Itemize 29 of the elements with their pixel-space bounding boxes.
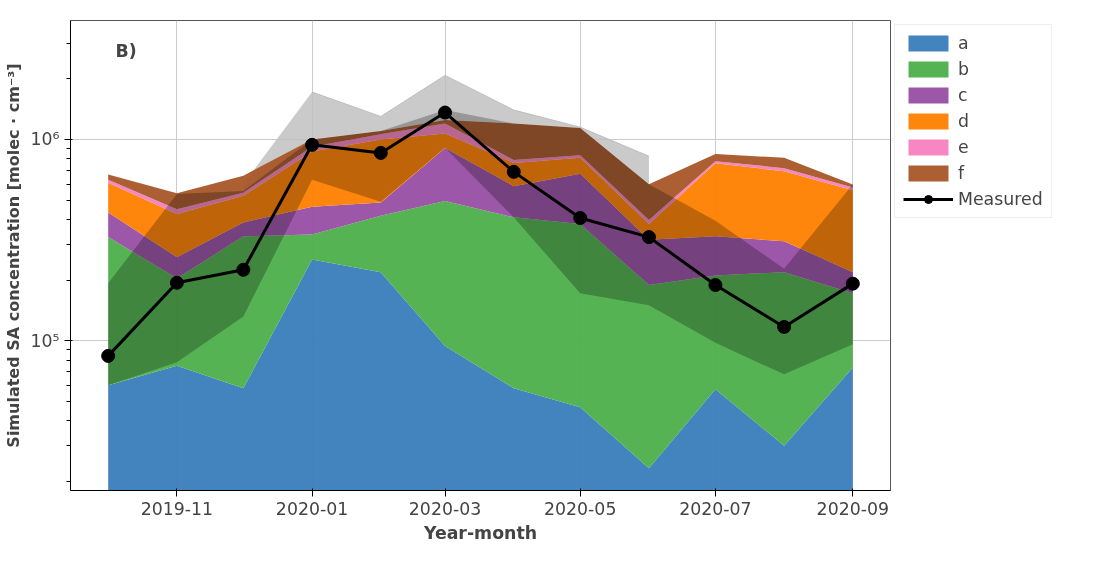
y-tick-label: 10⁶: [30, 129, 60, 150]
legend-label: b: [958, 59, 970, 79]
annotation: B): [115, 40, 137, 61]
x-tick-label: 2020-03: [408, 498, 482, 519]
point: [573, 211, 588, 225]
point: [169, 275, 184, 290]
x-tick-label: 2020-09: [816, 498, 890, 519]
point: [845, 276, 860, 291]
legend-label: c: [958, 85, 969, 105]
legend-label: f: [958, 163, 966, 183]
y-axis-title: Simulated SA concentration [molec · cm⁻³]: [3, 63, 23, 448]
point: [373, 145, 388, 160]
point: [708, 278, 723, 293]
x-tick-label: 2020-07: [679, 498, 752, 519]
y-tick-label: 10⁵: [30, 330, 60, 351]
legend-label: e: [958, 137, 970, 157]
x-tick-label: 2019-11: [140, 498, 214, 519]
x-tick-label: 2020-05: [544, 498, 617, 519]
x-axis-title: Year-month: [422, 522, 538, 543]
legend-label: Measured: [958, 189, 1043, 209]
legend-label: d: [958, 111, 970, 131]
x-tick-label: 2020-01: [275, 498, 349, 519]
point: [305, 137, 320, 152]
point: [101, 348, 116, 363]
point: [777, 319, 792, 334]
point: [641, 230, 656, 245]
legend-label: a: [958, 33, 970, 53]
point: [236, 262, 251, 277]
point: [506, 164, 521, 179]
